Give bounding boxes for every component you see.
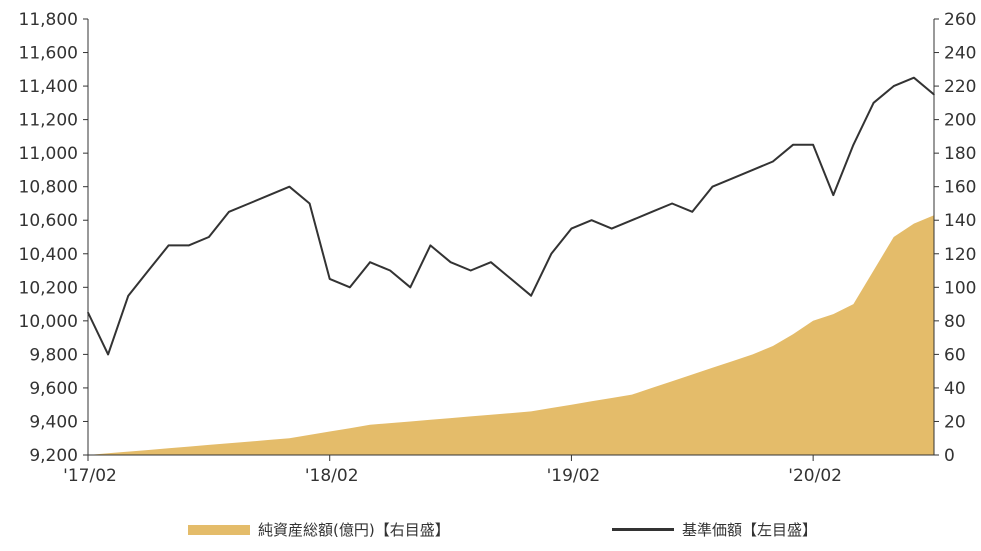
nav-point [852,144,855,146]
right-tick-label: 220 [944,77,976,97]
right-tick-label: 160 [944,178,976,198]
nav-point [832,194,835,196]
nav-point [530,294,532,297]
right-tick-label: 120 [944,245,976,265]
nav-point [228,211,230,213]
nav-point [308,202,311,205]
left-tick-label: 9,600 [29,379,78,399]
nav-point [449,261,452,264]
right-tick-label: 200 [944,111,976,131]
nav-point [369,261,371,264]
left-tick-label: 10,200 [19,278,78,298]
nav-point [429,244,432,247]
nav-point [167,244,170,247]
right-tick-label: 100 [944,278,976,298]
right-tick-label: 40 [944,379,966,399]
nav-point [187,244,190,247]
right-tick-label: 80 [944,312,966,332]
nav-point [268,194,271,196]
nav-point [651,211,653,213]
legend-swatch-assets [188,524,250,535]
left-tick-label: 10,400 [19,245,78,265]
assets-area [88,215,934,455]
x-tick-label: '18/02 [305,466,359,486]
legend-label-nav: 基準価額【左目盛】 [682,521,818,539]
nav-point [550,253,553,255]
nav-point [248,202,250,205]
left-tick-label: 11,400 [19,77,78,97]
legend-label-assets: 純資産総額(億円)【右目盛】 [258,521,450,539]
legend-item-nav: 基準価額【左目盛】 [612,519,817,540]
nav-point [208,236,210,238]
left-tick-label: 9,400 [29,412,78,432]
x-tick-label: '20/02 [788,466,842,486]
axes: 9,200 9,400 9,600 9,800 10,000 10,200 10,400 10… [19,10,977,486]
nav-point [631,219,633,221]
right-tick-label: 20 [944,412,966,432]
right-tick-label: 140 [944,211,976,231]
nav-point [389,269,391,272]
nav-line [87,76,935,356]
left-tick-label: 9,200 [29,446,78,466]
nav-point [772,160,774,163]
nav-point [671,202,673,205]
nav-point [691,211,694,213]
nav-point [409,286,412,289]
nav-point [147,269,150,272]
left-tick-label: 9,800 [29,345,78,365]
nav-point [872,102,875,104]
x-tick-label: '17/02 [63,466,117,486]
assets-area-layer [88,215,934,455]
nav-point [913,76,915,79]
nav-point [731,177,734,180]
x-tick-label: '19/02 [547,466,601,486]
right-tick-label: 0 [944,446,955,466]
right-tick-label: 60 [944,345,966,365]
legend-swatch-nav [612,528,674,531]
left-tick-label: 11,200 [19,111,78,131]
nav-point [892,85,895,87]
nav-point [711,185,714,188]
left-tick-label: 11,800 [19,10,78,30]
left-tick-label: 11,600 [19,44,78,64]
nav-point [590,219,593,221]
right-tick-label: 180 [944,144,976,164]
nav-point [812,144,814,146]
nav-point [107,353,109,356]
nav-point [490,261,492,264]
left-tick-label: 10,800 [19,178,78,198]
nav-point [610,227,613,230]
legend-item-assets: 純資産総額(億円)【右目盛】 [188,519,450,540]
left-tick-label: 10,000 [19,312,78,332]
nav-point [510,278,512,280]
nav-point [288,185,291,188]
nav-point [751,169,754,171]
nav-point [570,227,573,230]
nav-point [349,286,351,289]
left-tick-label: 11,000 [19,144,78,164]
right-tick-label: 240 [944,44,976,64]
nav-line-layer [87,76,935,356]
right-tick-label: 260 [944,10,976,30]
nav-point [127,294,130,297]
left-tick-label: 10,600 [19,211,78,231]
nav-point [328,278,331,280]
nav-point [469,269,472,272]
legend: 純資産総額(億円)【右目盛】 基準価額【左目盛】 [0,519,981,543]
nav-point [792,144,794,146]
